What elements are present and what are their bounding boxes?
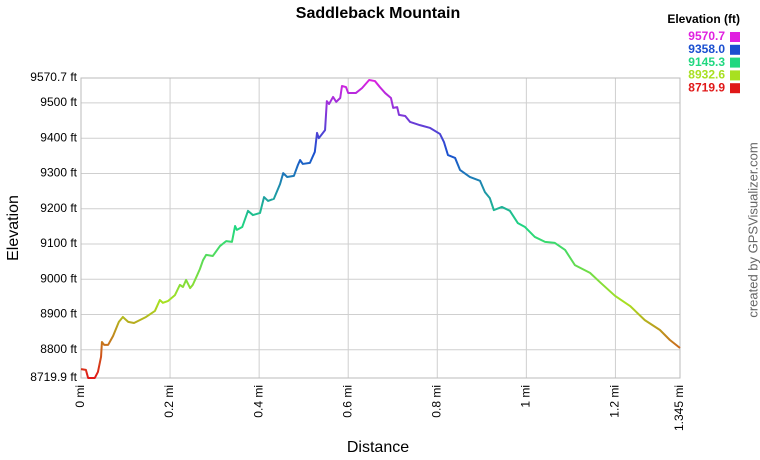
legend-label: 9570.7 [688,29,725,43]
legend-label: 8719.9 [688,80,725,94]
y-tick-label: 9570.7 ft [30,70,77,84]
legend-swatch [730,70,740,81]
y-tick-label: 9200 ft [40,201,77,215]
legend-title: Elevation (ft) [667,12,740,26]
legend-swatch [730,32,740,42]
legend-swatch [730,44,740,55]
y-tick-label: 8800 ft [40,342,77,356]
x-tick-label: 1.345 mi [672,385,686,431]
chart-title: Saddleback Mountain [296,5,460,22]
legend-label: 9358.0 [688,42,725,56]
y-tick-label: 9000 ft [40,271,77,285]
x-tick-label: 0 mi [73,385,87,408]
plot-border [80,77,681,379]
legend-label: 8932.6 [688,68,725,82]
credit: created by GPSVisualizer.com [745,142,760,317]
legend-swatch [730,83,740,94]
y-tick-label: 9400 ft [40,130,77,144]
elevation-line [80,79,681,379]
legend-label: 9145.3 [688,55,725,69]
x-tick-label: 0.4 mi [251,385,265,418]
x-tick-label: 0.2 mi [162,385,176,418]
y-tick-label: 9300 ft [40,166,77,180]
y-tick-label: 8900 ft [40,307,77,321]
y-axis-label: Elevation [5,195,22,261]
x-tick-label: 1.2 mi [608,385,622,418]
y-tick-label: 9100 ft [40,236,77,250]
x-axis-label: Distance [347,439,409,456]
x-tick-label: 0.8 mi [429,385,443,418]
x-tick-label: 1 mi [519,385,533,408]
x-tick-label: 0.6 mi [340,385,354,418]
y-tick-label: 8719.9 ft [30,370,77,384]
y-tick-label: 9500 ft [40,95,77,109]
legend-swatch [730,57,740,68]
